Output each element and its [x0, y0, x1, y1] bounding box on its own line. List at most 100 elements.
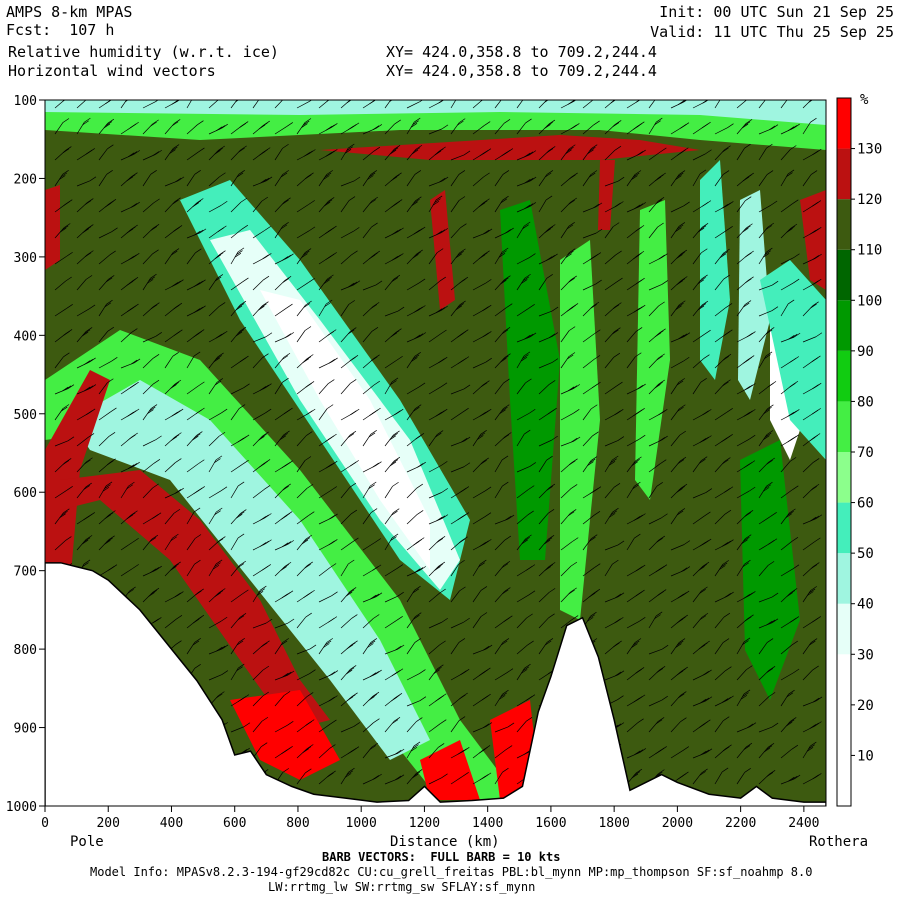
wind-barb [626, 121, 645, 135]
wind-barb [648, 328, 666, 343]
wind-barb [670, 638, 686, 655]
wind-barb [186, 329, 205, 343]
wind-barb [692, 696, 713, 707]
wind-barb [98, 144, 114, 161]
wind-barb [516, 590, 536, 603]
wind-barb [362, 280, 383, 291]
colorbar-unit: % [860, 92, 869, 108]
wind-barb [714, 767, 729, 785]
wind-barb [538, 306, 559, 317]
wind-barb [362, 538, 382, 551]
wind-barb [186, 588, 204, 603]
wind-barb [692, 768, 708, 785]
wind-barb [384, 145, 401, 161]
wind-barb [252, 147, 271, 161]
wind-barb [692, 561, 710, 577]
wind-barb [648, 435, 668, 447]
wind-barb [538, 509, 555, 525]
wind-barb [230, 533, 245, 551]
rh-streak [430, 190, 455, 310]
wind-barb [230, 170, 245, 187]
wind-barb [362, 718, 380, 733]
wind-barb [296, 561, 313, 577]
wind-barb [428, 561, 446, 577]
wind-barb [76, 384, 97, 395]
wind-barb [626, 589, 645, 603]
wind-barb [692, 538, 712, 551]
wind-barb [450, 223, 467, 239]
colorbar-label: 50 [857, 546, 874, 562]
wind-barb [296, 248, 312, 265]
wind-barb [274, 303, 293, 317]
wind-barb [648, 482, 663, 499]
x-tick-label: 2200 [725, 816, 756, 831]
colorbar-label: 130 [857, 142, 882, 158]
wind-barb [186, 407, 205, 421]
wind-barb [406, 537, 425, 551]
wind-barb [516, 462, 537, 473]
wind-barb [472, 380, 490, 395]
wind-barb [450, 276, 469, 291]
wind-barb [736, 460, 756, 473]
wind-barb [428, 640, 446, 655]
wind-barb [758, 638, 774, 655]
wind-barb [692, 435, 712, 447]
field-name-rh: Relative humidity (w.r.t. ice) [8, 43, 279, 61]
wind-barb [296, 483, 314, 499]
wind-barb [494, 170, 510, 187]
wind-barb [472, 486, 492, 499]
wind-barb [802, 586, 818, 603]
y-tick-label: 100 [14, 94, 37, 109]
wind-barb [76, 457, 93, 473]
wind-barb [186, 147, 205, 161]
wind-barb [318, 149, 338, 161]
wind-barb [582, 100, 594, 109]
wind-barb [406, 717, 423, 733]
wind-barb [494, 615, 513, 629]
wind-barb [296, 278, 315, 291]
wind-barb [626, 434, 646, 447]
wind-barb [670, 332, 691, 343]
wind-barb [230, 383, 250, 395]
wind-barb [406, 483, 424, 499]
colorbar-label: 110 [857, 243, 882, 259]
x-tick-label: 200 [96, 816, 119, 831]
wind-barb [384, 591, 404, 603]
wind-barb [538, 638, 554, 655]
wind-barb [340, 379, 357, 395]
wind-barb [802, 665, 819, 681]
wind-barb [494, 767, 509, 785]
wind-barb [692, 329, 711, 343]
wind-barb [340, 460, 359, 473]
wind-barb [120, 461, 140, 473]
wind-barb [428, 536, 446, 551]
wind-barb [296, 719, 315, 733]
wind-barb [230, 247, 245, 265]
wind-barb [362, 146, 381, 161]
wind-barb [186, 381, 205, 395]
wind-barb [780, 588, 798, 603]
wind-barb [472, 279, 492, 291]
wind-barb [230, 277, 249, 291]
wind-barb [186, 486, 205, 499]
wind-barb [692, 223, 709, 239]
wind-barb [604, 640, 622, 655]
wind-barb [648, 666, 666, 681]
wind-barb [516, 613, 533, 629]
rh-streak [598, 160, 615, 230]
colorbar-label: 100 [857, 293, 882, 309]
wind-barb [758, 222, 775, 239]
wind-barb [670, 276, 688, 291]
wind-barb [802, 332, 823, 343]
wind-barb [450, 384, 471, 395]
init-time: Init: 00 UTC Sun 21 Sep 25 [659, 3, 894, 21]
wind-barb [560, 587, 577, 603]
wind-barb [186, 638, 201, 655]
wind-barb [648, 379, 665, 395]
wind-barb [494, 745, 513, 759]
wind-barb [164, 487, 184, 499]
wind-barb [736, 250, 754, 265]
wind-barb [648, 117, 663, 135]
wind-barb [428, 617, 448, 629]
wind-barb [494, 353, 511, 369]
